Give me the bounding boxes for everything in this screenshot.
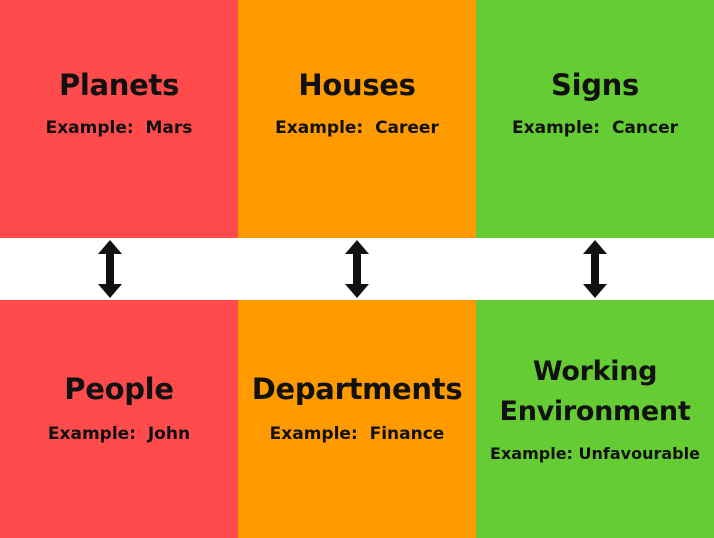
double-arrow-vertical-icon [342,238,372,300]
signs-title: Signs [551,68,639,102]
departments-example: Example: Finance [269,424,445,444]
top-row: Planets Example: Mars Houses Example: Ca… [0,0,714,238]
people-box: People Example: John [0,300,238,538]
people-title: People [64,372,174,406]
working-environment-title: Working Environment [500,352,691,432]
working-environment-example: Example: Unfavourable [490,444,700,463]
double-arrow-vertical-icon [580,238,610,300]
working-environment-box: Working Environment Example: Unfavourabl… [476,300,714,538]
signs-example: Example: Cancer [512,118,678,138]
departments-title: Departments [251,372,463,406]
planets-example: Example: Mars [45,118,193,138]
houses-box: Houses Example: Career [238,0,476,238]
working-environment-title-line1: Working [532,356,658,387]
people-example: Example: John [47,424,191,444]
planets-title: Planets [58,68,180,102]
houses-title: Houses [298,68,416,102]
houses-example: Example: Career [275,118,439,138]
bottom-row: People Example: John Departments Example… [0,300,714,538]
planets-box: Planets Example: Mars [0,0,238,238]
departments-box: Departments Example: Finance [238,300,476,538]
working-environment-title-line2: Environment [499,396,691,427]
signs-box: Signs Example: Cancer [476,0,714,238]
double-arrow-vertical-icon [95,238,125,300]
